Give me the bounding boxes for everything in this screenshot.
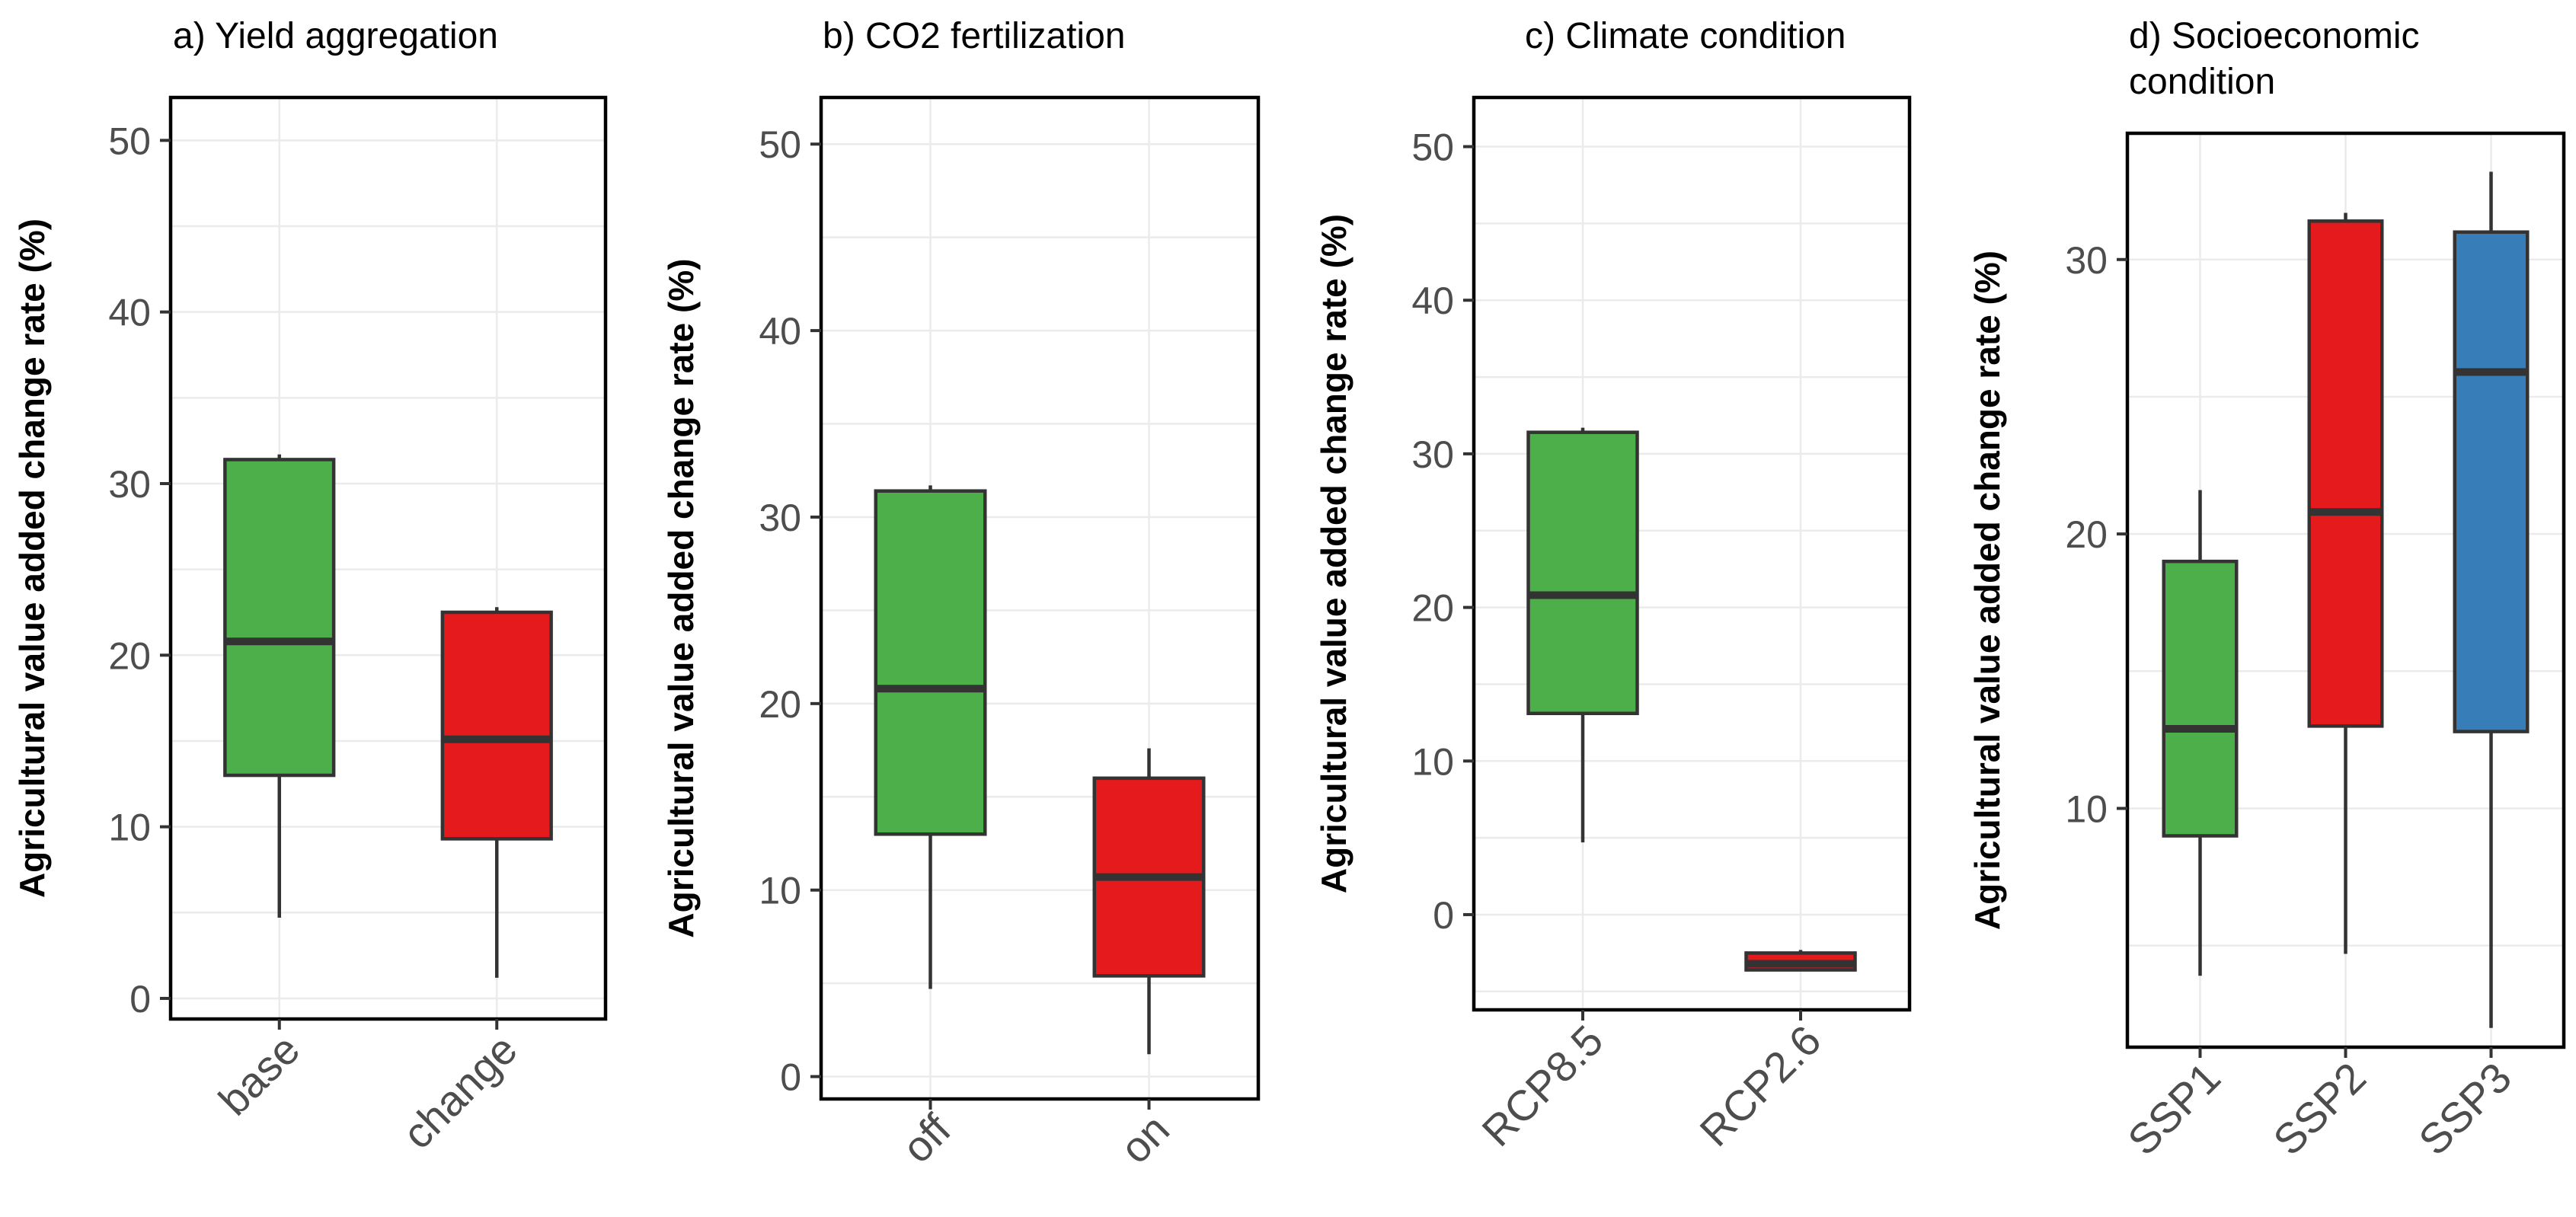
- y-tick-label: 50: [759, 123, 801, 166]
- box-iqr: [2307, 219, 2384, 728]
- panel-border: [1472, 95, 1912, 1012]
- y-tick-label: 50: [108, 120, 151, 162]
- box-on: [1092, 748, 1206, 1055]
- y-tick-label: 0: [780, 1056, 801, 1099]
- panel-border: [819, 95, 1261, 1101]
- y-tick-label: 30: [759, 497, 801, 539]
- box-base: [223, 454, 336, 918]
- panel-title-line: b) CO2 fertilization: [823, 16, 1125, 56]
- y-tick-label: 30: [1411, 433, 1454, 476]
- y-axis-label: Agricultural value added change rate (%): [661, 258, 701, 938]
- panel-title: d) Socioeconomic condition: [2129, 16, 2420, 102]
- box-RCP8.5: [1526, 427, 1639, 843]
- y-tick-label: 20: [759, 683, 801, 726]
- y-tick-label: 0: [129, 978, 151, 1021]
- box-SSP3: [2453, 171, 2530, 1028]
- y-tick-label: 0: [1433, 894, 1454, 937]
- y-axis-label: Agricultural value added change rate (%): [1314, 214, 1354, 893]
- y-tick-label: 10: [108, 807, 151, 849]
- panel-title-line: a) Yield aggregation: [173, 16, 498, 56]
- box-off: [874, 485, 987, 989]
- y-tick-label: 50: [1411, 126, 1454, 169]
- y-tick-label: 20: [108, 634, 151, 677]
- box-iqr: [440, 610, 553, 841]
- y-axis-label: Agricultural value added change rate (%): [12, 219, 52, 898]
- box-change: [440, 607, 553, 978]
- panel-title-line: c) Climate condition: [1525, 16, 1846, 56]
- panel-title-line: condition: [2129, 62, 2275, 102]
- panel-title: b) CO2 fertilization: [823, 16, 1125, 56]
- y-tick-label: 10: [759, 870, 801, 912]
- y-tick-label: 10: [1411, 740, 1454, 783]
- y-axis-label: Agricultural value added change rate (%): [1967, 251, 2007, 930]
- y-tick-label: 40: [108, 292, 151, 334]
- panel-title-line: d) Socioeconomic: [2129, 16, 2420, 56]
- box-SSP2: [2307, 212, 2384, 954]
- box-SSP1: [2162, 490, 2239, 976]
- y-tick-label: 40: [759, 310, 801, 353]
- y-tick-label: 30: [108, 463, 151, 506]
- y-tick-label: 30: [2065, 239, 2108, 282]
- box-iqr: [874, 489, 987, 836]
- y-tick-label: 20: [2065, 513, 2108, 556]
- y-tick-label: 10: [2065, 787, 2108, 830]
- box-RCP2.6: [1744, 950, 1857, 972]
- box-iqr: [1526, 430, 1639, 716]
- box-iqr: [223, 458, 336, 778]
- panel-border: [168, 95, 608, 1021]
- box-iqr: [2162, 559, 2239, 838]
- panel-title: a) Yield aggregation: [173, 16, 498, 56]
- y-tick-label: 40: [1411, 279, 1454, 322]
- panel-title: c) Climate condition: [1525, 16, 1846, 56]
- y-tick-label: 20: [1411, 587, 1454, 630]
- box-iqr: [2453, 230, 2530, 733]
